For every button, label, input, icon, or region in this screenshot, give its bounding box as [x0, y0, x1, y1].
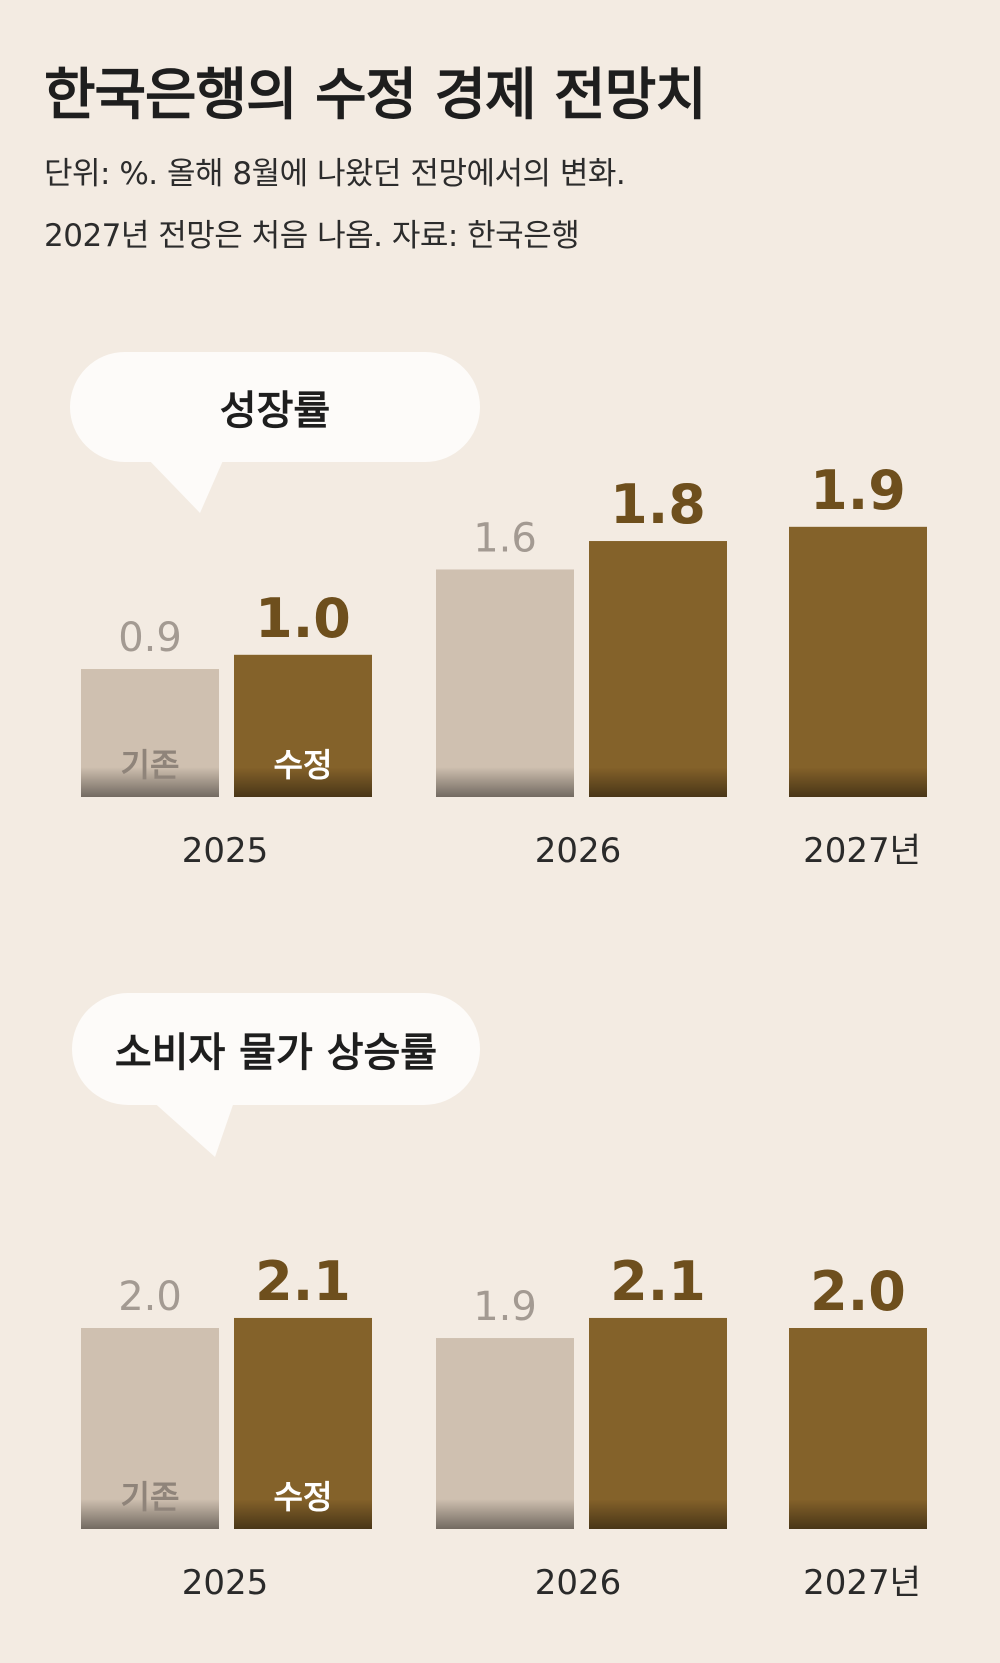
bar-revised-2025 — [234, 1317, 372, 1529]
bar-previous-2026 — [436, 569, 574, 797]
bar-revised-2026 — [589, 1317, 727, 1529]
data-label-revised-2027년: 2.0 — [810, 1260, 906, 1323]
category-label-2025: 2025 — [182, 1563, 269, 1603]
page-title: 한국은행의 수정 경제 전망치 — [44, 63, 707, 128]
bar-base-shade — [789, 1499, 927, 1529]
speech-bubble — [70, 352, 480, 462]
bar-base-shade — [234, 1499, 372, 1529]
category-label-2027년: 2027년 — [803, 1563, 921, 1603]
category-label-2026: 2026 — [535, 1563, 622, 1603]
bar-revised-2026 — [589, 541, 727, 797]
speech-bubble-tail — [145, 456, 225, 513]
category-label-2026: 2026 — [535, 831, 622, 871]
legend-label-revised: 수정 — [274, 1478, 333, 1516]
legend-label-previous: 기존 — [121, 746, 180, 784]
bar-base-shade — [234, 767, 372, 797]
data-label-previous-2026: 1.6 — [473, 515, 537, 561]
data-label-revised-2025: 1.0 — [255, 587, 351, 650]
bar-revised-2027년 — [789, 526, 927, 797]
bar-base-shade — [81, 767, 219, 797]
chart-title: 성장률 — [220, 388, 330, 434]
bar-base-shade — [81, 1499, 219, 1529]
speech-bubble-tail — [150, 1099, 235, 1157]
data-label-revised-2026: 1.8 — [610, 473, 706, 536]
data-label-revised-2027년: 1.9 — [810, 459, 906, 522]
bar-base-shade — [589, 1499, 727, 1529]
speech-bubble — [72, 993, 480, 1105]
bar-base-shade — [436, 767, 574, 797]
data-label-previous-2025: 0.9 — [118, 615, 182, 661]
data-label-revised-2025: 2.1 — [255, 1250, 351, 1313]
bar-base-shade — [789, 767, 927, 797]
bar-previous-2025 — [81, 1328, 219, 1529]
category-label-2027년: 2027년 — [803, 831, 921, 871]
data-label-revised-2026: 2.1 — [610, 1250, 706, 1313]
chart-1: 성장률 0.9 1.0 2025 1.6 1.8 2026 1.9 2027년 기존 수정 — [70, 352, 927, 871]
subtitle-line-1: 단위: %. 올해 8월에 나왔던 전망에서의 변화. — [44, 156, 626, 192]
bar-base-shade — [436, 1499, 574, 1529]
legend-label-revised: 수정 — [274, 746, 333, 784]
data-label-previous-2026: 1.9 — [473, 1284, 537, 1330]
bar-base-shade — [589, 767, 727, 797]
bar-revised-2027년 — [789, 1328, 927, 1529]
chart-title: 소비자 물가 상승률 — [115, 1030, 437, 1076]
data-label-previous-2025: 2.0 — [118, 1274, 182, 1320]
subtitle-line-2: 2027년 전망은 처음 나옴. 자료: 한국은행 — [44, 218, 580, 254]
bar-previous-2026 — [436, 1338, 574, 1529]
legend-label-previous: 기존 — [121, 1478, 180, 1516]
category-label-2025: 2025 — [182, 831, 269, 871]
chart-2: 소비자 물가 상승률 2.0 2.1 2025 1.9 2.1 2026 2.0 2027년 기존… — [72, 993, 927, 1603]
